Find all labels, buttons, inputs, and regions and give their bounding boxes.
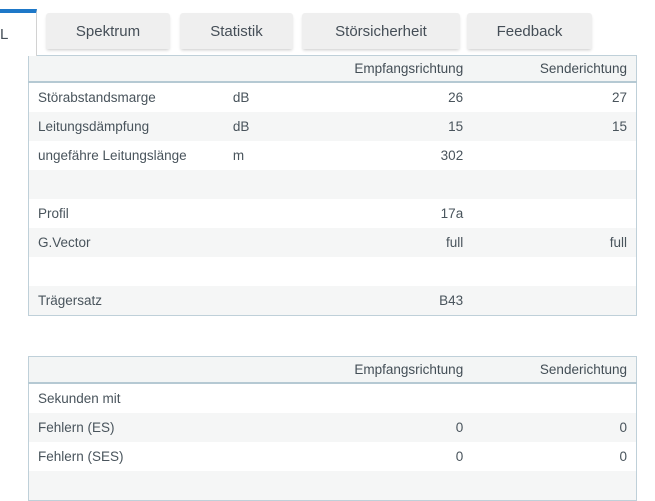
row-send-value [472,383,636,413]
row-send-value: full [609,235,627,250]
row-unit [224,413,324,442]
header-send-direction: Senderichtung [472,356,637,384]
row-unit [224,471,324,501]
row-label: Leitungsdämpfung [38,119,150,134]
row-send-value: 27 [611,90,627,105]
tab-active-label: L [0,26,9,43]
row-send-value [472,141,636,170]
table-row: Trägersatz B43 [28,286,637,316]
row-receive-value: 0 [455,420,464,435]
table-row-clipped [28,471,637,501]
dsl-line-parameters-table: Empfangsrichtung Senderichtung Störabsta… [28,55,637,316]
row-send-value [472,199,636,228]
row-receive-value [324,471,472,501]
table-row: G.Vector full full [28,228,637,257]
table-row-spacer [28,170,637,199]
row-send-value [472,286,636,316]
row-receive-value: 26 [448,90,464,105]
table-header-row: Empfangsrichtung Senderichtung [28,55,637,83]
table-row: Fehlern (SES) 0 0 [29,442,637,471]
table-header-row: Empfangsrichtung Senderichtung [28,356,637,384]
row-unit [224,383,324,413]
row-label: Profil [38,206,69,221]
table-row: Leitungsdämpfung dB 15 15 [28,112,637,141]
row-unit [224,257,324,286]
tab-spektrum-label: Spektrum [75,22,141,40]
row-label [29,257,224,286]
row-unit [224,170,324,199]
row-receive-value [324,170,472,199]
row-label: G.Vector [38,235,91,250]
row-label: Sekunden mit [38,391,121,406]
row-receive-value: full [445,235,464,250]
row-send-value: 0 [619,420,627,435]
header-empty-2 [223,55,324,83]
row-unit: dB [232,90,250,105]
row-receive-value: 0 [455,449,464,464]
row-receive-value [324,257,472,286]
row-label: Störabstandsmarge [38,90,156,105]
header-empty-1 [28,55,224,83]
row-receive-value: 17a [440,206,464,221]
table-row-spacer [29,257,637,286]
row-unit [224,228,324,257]
row-label: ungefähre Leitungslänge [38,148,187,163]
table-row: Fehlern (ES) 0 0 [28,413,637,442]
tab-stoersicherheit[interactable]: Störsicherheit [302,13,460,49]
row-unit: dB [232,119,250,134]
header-empty-2 [223,356,324,384]
tab-spektrum[interactable]: Spektrum [46,13,170,49]
table-row: Störabstandsmarge dB 26 27 [29,82,637,112]
row-unit: m [232,148,245,163]
row-label: Trägersatz [38,293,103,308]
row-send-value [472,471,636,501]
row-label: Fehlern (SES) [38,449,124,464]
row-receive-value: 302 [440,148,464,163]
table-row: Profil 17a [29,199,637,228]
tab-feedback[interactable]: Feedback [467,13,592,49]
tab-statistik[interactable]: Statistik [180,13,293,49]
row-send-value: 15 [611,119,627,134]
row-label: Fehlern (ES) [38,420,115,435]
row-receive-value: 15 [448,119,464,134]
table-row: ungefähre Leitungslänge m 302 [29,141,637,170]
row-label [29,170,224,199]
header-receive-direction: Empfangsrichtung [323,356,473,384]
tab-active[interactable]: L [0,9,37,56]
dsl-error-seconds-table: Empfangsrichtung Senderichtung Sekunden … [28,356,637,501]
row-unit [224,286,324,316]
tab-stoersicherheit-label: Störsicherheit [335,22,427,40]
tab-feedback-label: Feedback [496,22,563,40]
row-label [29,471,224,501]
tab-statistik-label: Statistik [210,22,263,40]
row-send-value [472,257,636,286]
row-unit [224,442,324,471]
header-send-direction: Senderichtung [472,55,637,83]
tab-bar: L Spektrum Statistik Störsicherheit Feed… [0,0,655,56]
header-receive-direction: Empfangsrichtung [323,55,473,83]
row-receive-value [324,383,472,413]
row-receive-value: B43 [439,293,464,308]
row-send-value [472,170,636,199]
row-send-value: 0 [619,449,627,464]
header-empty-1 [28,356,224,384]
table-row: Sekunden mit [29,383,637,413]
row-unit [224,199,324,228]
